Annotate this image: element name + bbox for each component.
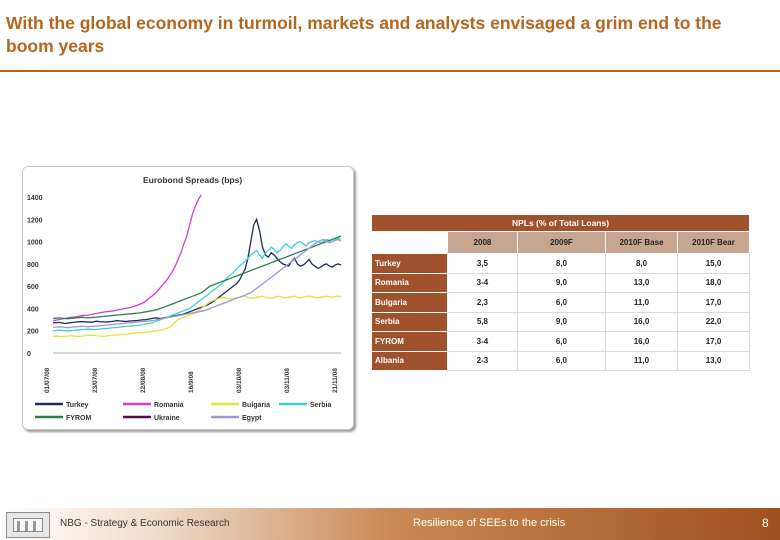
y-tick-label: 800 (27, 262, 39, 269)
y-tick-label: 1000 (27, 240, 43, 247)
npl-cell: 6,0 (516, 292, 607, 313)
footer-department: NBG - Strategy & Economic Research (60, 518, 230, 529)
eurobond-spreads-chart: Eurobond Spreads (bps) 0 200 400 600 800 1000… (27, 175, 342, 422)
npl-cell: 3-4 (447, 272, 518, 293)
title-divider (0, 70, 780, 72)
npl-row-label: Serbia (371, 311, 448, 332)
x-tick-label: 22/08/08 (140, 367, 147, 393)
legend-label: Bulgaria (242, 402, 270, 409)
series-line-serbia (52, 237, 342, 332)
table-row: Romania 3-4 9,0 13,0 18,0 (371, 272, 750, 293)
chart-series (52, 194, 342, 338)
table-row: Bulgaria 2,3 6,0 11,0 17,0 (371, 292, 750, 313)
x-tick-label: 16/9/08 (188, 371, 195, 393)
table-row: Albania 2-3 6,0 11,0 13,0 (371, 350, 750, 371)
y-tick-label: 0 (27, 351, 31, 358)
bank-building-logo-icon (6, 512, 50, 538)
npl-col-header: 2010F Bear (677, 231, 750, 254)
x-tick-label: 03/10/08 (236, 367, 243, 393)
page-number: 8 (762, 516, 769, 530)
npl-cell: 11,0 (605, 292, 678, 313)
table-row: Serbia 5,8 9,0 16,0 22,0 (371, 311, 750, 332)
npl-cell: 8,0 (516, 253, 607, 274)
npl-cell: 5,8 (447, 311, 518, 332)
npl-cell: 2,3 (447, 292, 518, 313)
npl-row-label: Albania (371, 350, 448, 371)
npl-col-header: 2009F (516, 231, 607, 254)
npl-cell: 13,0 (605, 272, 678, 293)
chart-legend: Turkey Romania Bulgaria Serbia FYROM Ukraine E… (35, 402, 332, 422)
legend-label: FYROM (66, 415, 91, 422)
npl-cell: 18,0 (677, 272, 750, 293)
npl-cell: 6,0 (516, 350, 607, 371)
npl-cell: 16,0 (605, 311, 678, 332)
npl-table-title: NPLs (% of Total Loans) (371, 214, 750, 232)
x-tick-label: 01/07/08 (44, 367, 51, 393)
npl-cell: 3-4 (447, 331, 518, 352)
y-tick-label: 600 (27, 284, 39, 291)
npl-table: NPLs (% of Total Loans) 2008 2009F 2010F… (371, 214, 750, 371)
x-tick-label: 21/11/08 (332, 368, 339, 393)
npl-col-header: 2010F Base (605, 231, 678, 254)
y-axis: 0 200 400 600 800 1000 1200 1400 (27, 195, 43, 358)
legend-label: Ukraine (154, 415, 180, 422)
npl-row-label: Bulgaria (371, 292, 448, 313)
slide-title: With the global economy in turmoil, mark… (6, 13, 722, 56)
x-tick-label: 23/07/08 (92, 367, 99, 393)
footer-bar: NBG - Strategy & Economic Research Resil… (0, 508, 780, 540)
npl-cell: 9,0 (516, 272, 607, 293)
npl-row-label: Turkey (371, 253, 448, 274)
npl-corner-cell (371, 231, 448, 254)
table-row: FYROM 3-4 6,0 16,0 17,0 (371, 331, 750, 352)
npl-cell: 2-3 (447, 350, 518, 371)
npl-cell: 8,0 (605, 253, 678, 274)
npl-cell: 9,0 (516, 311, 607, 332)
x-tick-label: 03/11/08 (284, 368, 291, 393)
y-tick-label: 1200 (27, 217, 43, 224)
y-tick-label: 200 (27, 329, 39, 336)
x-axis: 01/07/08 23/07/08 22/08/08 16/9/08 03/10/08 0… (44, 367, 339, 393)
npl-col-header: 2008 (447, 231, 518, 254)
series-line-egypt (52, 238, 342, 329)
series-line-fyrom (52, 235, 342, 320)
legend-label: Serbia (310, 402, 332, 409)
table-row: Turkey 3,5 8,0 8,0 15,0 (371, 253, 750, 274)
npl-cell: 15,0 (677, 253, 750, 274)
chart-title: Eurobond Spreads (bps) (143, 175, 242, 185)
npl-row-label: Romania (371, 272, 448, 293)
legend-label: Egypt (242, 415, 262, 422)
legend-label: Turkey (66, 402, 89, 409)
footer-presentation-title: Resilience of SEEs to the crisis (413, 517, 566, 529)
series-line-romania (52, 194, 202, 322)
npl-cell: 3,5 (447, 253, 518, 274)
npl-row-label: FYROM (371, 331, 448, 352)
legend-label: Romania (154, 402, 184, 409)
y-tick-label: 400 (27, 306, 39, 313)
npl-cell: 6,0 (516, 331, 607, 352)
y-tick-label: 1400 (27, 195, 43, 202)
npl-cell: 22,0 (677, 311, 750, 332)
npl-cell: 17,0 (677, 292, 750, 313)
eurobond-chart-panel: Eurobond Spreads (bps) 0 200 400 600 800 1000… (22, 166, 354, 430)
npl-cell: 13,0 (677, 350, 750, 371)
npl-cell: 16,0 (605, 331, 678, 352)
series-line-turkey (52, 217, 342, 325)
npl-cell: 17,0 (677, 331, 750, 352)
npl-cell: 11,0 (605, 350, 678, 371)
